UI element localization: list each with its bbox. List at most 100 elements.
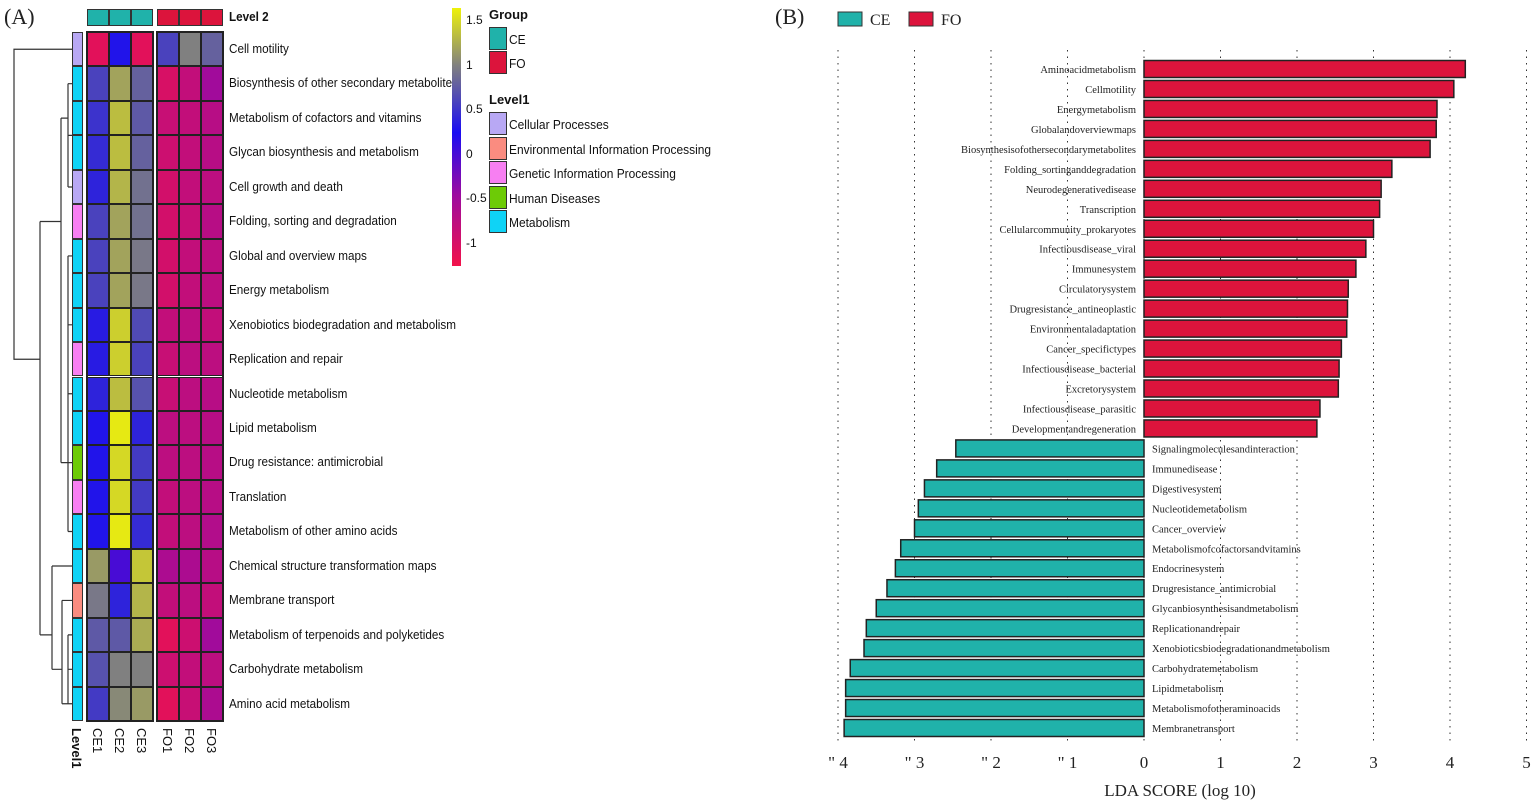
bar-fo: [1143, 159, 1393, 179]
x-tick-label: " 1: [1058, 753, 1078, 772]
bar-ce: [923, 479, 1145, 498]
heatmap-cell: [179, 548, 201, 584]
row-label: Lipid metabolism: [229, 419, 317, 435]
bar-label: Excretorysystem: [1065, 385, 1136, 396]
bar-ce: [955, 439, 1145, 458]
legend-swatch-level1: [489, 210, 507, 233]
group-block-border: [156, 31, 224, 722]
group-annotation-cell: [131, 9, 153, 26]
x-tick-label: 0: [1140, 753, 1149, 772]
dendrogram-branch: [61, 255, 72, 533]
column-label: CE3: [134, 728, 149, 754]
heatmap-cell: [179, 617, 201, 653]
legend-label: Environmental Information Processing: [509, 141, 712, 157]
heatmap-panel: Level 2 Cell motility Biosynthesis of oth…: [0, 0, 760, 805]
row-label: Xenobiotics biodegradation and metabolis…: [229, 316, 456, 332]
legend-swatch-fo: [489, 51, 507, 74]
bar-fo: [1143, 339, 1343, 358]
bar-fo: [1143, 299, 1349, 318]
bar-label: Immunesystem: [1072, 265, 1136, 276]
bar-label: Cancer_overview: [1152, 524, 1226, 535]
column-label: FO1: [160, 728, 175, 754]
level1-axis-label: Level1: [69, 728, 84, 769]
group-annotation-cell: [179, 9, 201, 26]
bar-ce: [863, 638, 1145, 658]
legend-label: Genetic Information Processing: [509, 166, 676, 181]
heatmap-cell: [109, 100, 131, 136]
row-label: Translation: [229, 488, 287, 504]
dendrogram-branch: [61, 83, 72, 188]
legend-swatch-level1: [489, 185, 507, 209]
row-label: Folding, sorting and degradation: [229, 213, 397, 229]
heatmap-cell: [179, 514, 201, 549]
level1-annotation-cell: [72, 686, 83, 721]
bar-label: Aminoacidmetabolism: [1040, 65, 1136, 76]
heatmap-cell: [179, 135, 201, 170]
bar-ce: [875, 598, 1145, 618]
dendrogram-branch: [13, 48, 72, 360]
row-label: Metabolism of other amino acids: [229, 523, 398, 539]
group-annotation-cell: [201, 9, 223, 26]
heatmap-cell: [109, 652, 131, 687]
row-label: Global and overview maps: [229, 247, 367, 263]
bar-label: Energymetabolism: [1057, 105, 1136, 116]
bar-label: Developmentandregeneration: [1012, 424, 1137, 435]
bar-fo: [1143, 259, 1357, 278]
x-tick-label: " 3: [905, 753, 925, 772]
bar-label: Membranetransport: [1152, 724, 1235, 735]
heatmap-cell: [109, 273, 131, 308]
row-label: Nucleotide metabolism: [229, 385, 348, 401]
heatmap-cell: [109, 479, 131, 515]
bar-ce: [899, 539, 1145, 558]
level1-annotation-cell: [72, 307, 83, 343]
row-label: Biosynthesis of other secondary metaboli…: [229, 75, 458, 91]
bar-label: Endocrinesystem: [1152, 564, 1224, 575]
heatmap-cell: [179, 66, 201, 101]
row-label: Carbohydrate metabolism: [229, 661, 363, 677]
bar-ce: [849, 658, 1145, 678]
legend-group-title: Group: [489, 7, 528, 22]
bar-fo: [1143, 139, 1431, 159]
dendrogram-branch: [40, 565, 72, 705]
colorbar-tick-label: 1: [466, 57, 473, 72]
bar-fo: [1143, 379, 1340, 398]
x-tick-label: 5: [1522, 753, 1531, 772]
bar-fo: [1143, 99, 1438, 119]
row-label: Glycan biosynthesis and metabolism: [229, 144, 419, 160]
bar-label: Circulatorysystem: [1059, 285, 1136, 296]
x-tick-label: " 4: [828, 753, 848, 772]
bar-label: Infectiousdisease_viral: [1039, 245, 1136, 256]
panel-b-label: (B): [775, 4, 805, 29]
heatmap-cell: [179, 445, 201, 480]
bar-label: Globalandoverviewmaps: [1031, 125, 1136, 136]
row-label: Energy metabolism: [229, 282, 330, 298]
row-label: Replication and repair: [229, 351, 343, 367]
x-tick-label: " 2: [981, 753, 1001, 772]
level1-annotation-cell: [72, 410, 83, 446]
legend-label: Cellular Processes: [509, 117, 609, 132]
x-tick-label: 1: [1216, 753, 1225, 772]
heatmap-cell: [179, 376, 201, 411]
bar-ce: [894, 558, 1145, 578]
column-label: CE2: [112, 728, 127, 754]
level1-annotation-cell: [72, 652, 83, 687]
level1-annotation-cell: [72, 204, 83, 239]
heatmap-cell: [109, 583, 131, 618]
bar-ce: [844, 678, 1145, 698]
bar-fo: [1143, 119, 1437, 139]
dendrogram-branch: [40, 118, 62, 463]
row-label: Cell motility: [229, 41, 289, 56]
bar-fo: [1143, 199, 1381, 219]
bar-ce: [886, 578, 1145, 598]
heatmap-cell: [109, 548, 131, 584]
heatmap-cell: [179, 273, 201, 308]
group-annotation-cell: [157, 9, 179, 26]
bar-label: Drugresistance_antimicrobial: [1152, 584, 1276, 595]
column-label: FO3: [204, 728, 219, 754]
bar-label: Nucleotidemetabolism: [1152, 504, 1247, 515]
bar-ce: [865, 618, 1145, 638]
row-label: Membrane transport: [229, 592, 335, 608]
row-label: Chemical structure transformation maps: [229, 557, 437, 573]
heatmap-cell: [179, 479, 201, 515]
bar-label: Metabolismofotheraminoacids: [1152, 704, 1280, 715]
